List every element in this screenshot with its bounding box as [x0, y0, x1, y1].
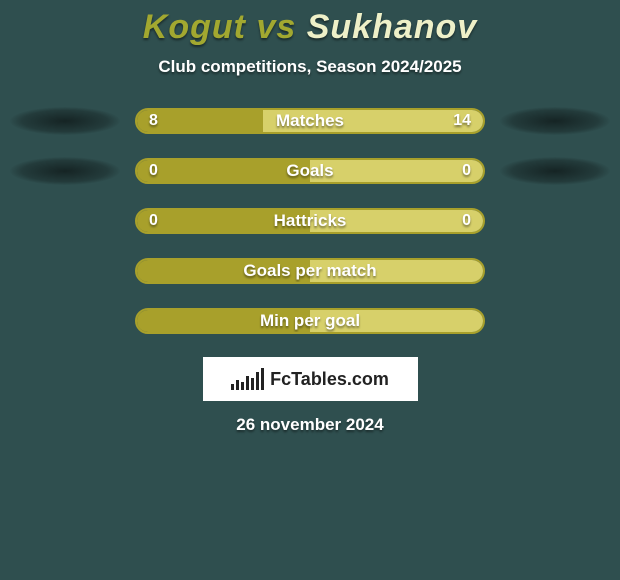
stat-bar: Min per goal	[135, 308, 485, 334]
bar-left-fill	[137, 260, 310, 282]
logo: FcTables.com	[231, 368, 389, 390]
shadow-right	[500, 157, 610, 185]
stat-bar: Matches814	[135, 108, 485, 134]
stat-left-value: 8	[149, 112, 158, 130]
shadow-left	[10, 157, 120, 185]
stat-right-value: 0	[462, 162, 471, 180]
stat-row: Hattricks00	[0, 207, 620, 235]
stat-row: Goals per match	[0, 257, 620, 285]
infographic-container: Kogut vs Sukhanov Club competitions, Sea…	[0, 0, 620, 435]
stat-right-value: 14	[453, 112, 471, 130]
player-b-name: Sukhanov	[307, 8, 477, 46]
stat-left-value: 0	[149, 162, 158, 180]
stat-bar: Goals per match	[135, 258, 485, 284]
date: 26 november 2024	[0, 415, 620, 435]
shadow-left	[10, 107, 120, 135]
stat-row: Goals00	[0, 157, 620, 185]
bar-left-fill	[137, 310, 310, 332]
subtitle: Club competitions, Season 2024/2025	[0, 57, 620, 77]
stat-right-value: 0	[462, 212, 471, 230]
bar-right-fill	[310, 210, 483, 232]
logo-box: FcTables.com	[203, 357, 418, 401]
bar-chart-icon	[231, 368, 264, 390]
stat-left-value: 0	[149, 212, 158, 230]
shadow-right	[500, 107, 610, 135]
bar-right-fill	[310, 260, 483, 282]
title: Kogut vs Sukhanov	[0, 8, 620, 47]
stats-rows: Matches814Goals00Hattricks00Goals per ma…	[0, 107, 620, 335]
logo-text: FcTables.com	[270, 369, 389, 390]
bar-right-fill	[310, 160, 483, 182]
vs-separator: vs	[256, 8, 296, 46]
bar-right-fill	[263, 110, 483, 132]
bar-left-fill	[137, 160, 310, 182]
stat-bar: Hattricks00	[135, 208, 485, 234]
stat-row: Matches814	[0, 107, 620, 135]
stat-row: Min per goal	[0, 307, 620, 335]
bar-right-fill	[310, 310, 483, 332]
stat-bar: Goals00	[135, 158, 485, 184]
bar-left-fill	[137, 210, 310, 232]
player-a-name: Kogut	[143, 8, 246, 46]
